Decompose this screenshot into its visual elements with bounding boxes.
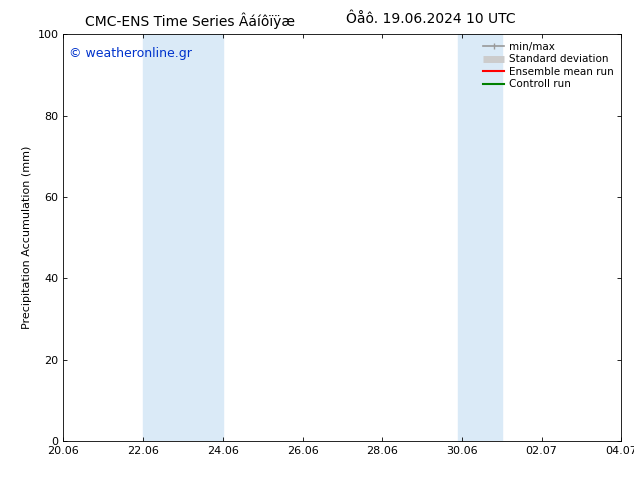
Text: Ôåô. 19.06.2024 10 UTC: Ôåô. 19.06.2024 10 UTC (346, 12, 516, 26)
Text: © weatheronline.gr: © weatheronline.gr (69, 47, 192, 59)
Text: CMC-ENS Time Series Âáíôïÿæ: CMC-ENS Time Series Âáíôïÿæ (85, 12, 295, 29)
Y-axis label: Precipitation Accumulation (mm): Precipitation Accumulation (mm) (22, 146, 32, 329)
Bar (143, 34, 223, 441)
Bar (458, 34, 501, 441)
Legend: min/max, Standard deviation, Ensemble mean run, Controll run: min/max, Standard deviation, Ensemble me… (481, 40, 616, 92)
